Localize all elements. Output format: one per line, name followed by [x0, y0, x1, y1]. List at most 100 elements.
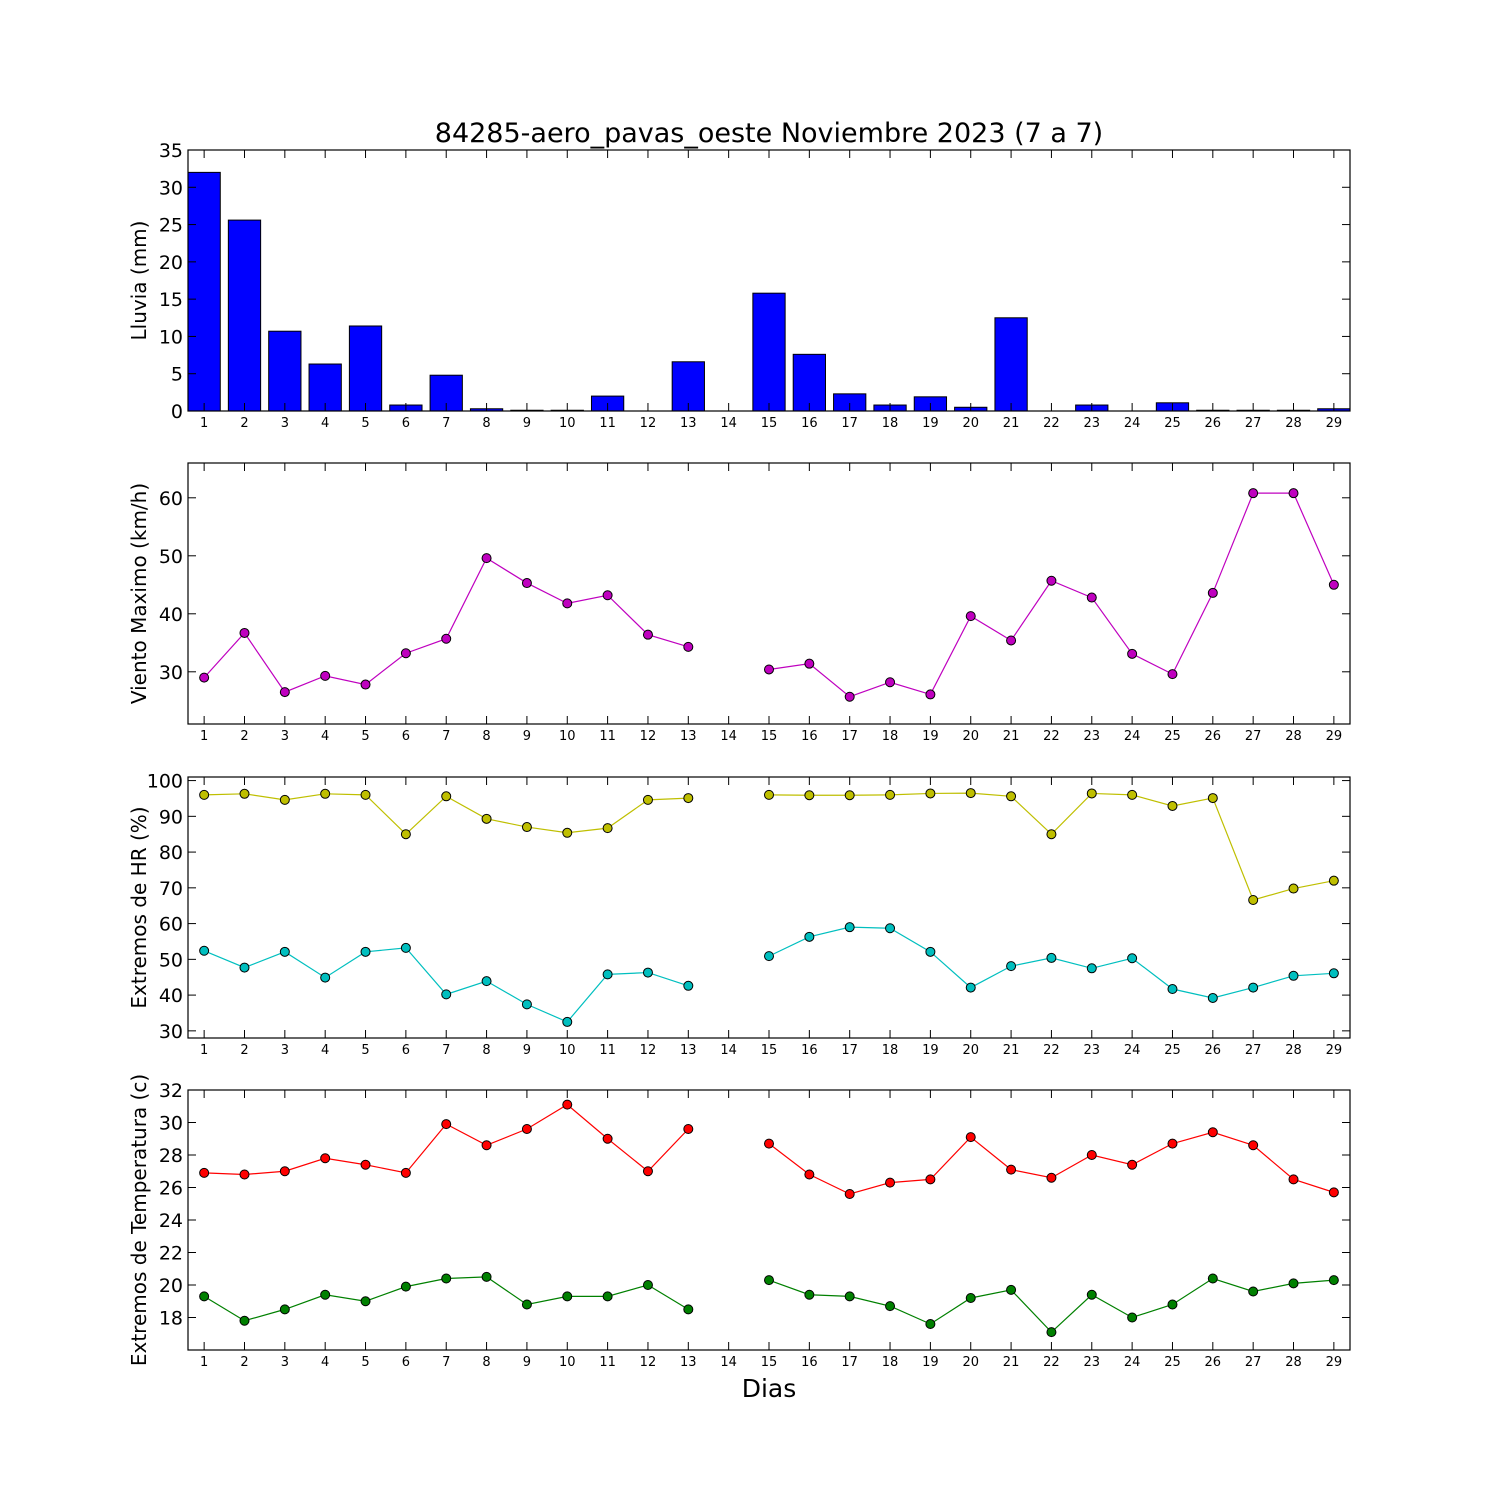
humidity-series-1-point: [481, 813, 492, 824]
temperature-ytick-label: 18: [159, 1308, 183, 1330]
wind-xtick-label: 28: [1285, 729, 1302, 744]
humidity-ytick-label: 40: [159, 985, 183, 1007]
wind-xtick-label: 20: [962, 729, 979, 744]
temperature-xtick-label: 2: [240, 1355, 248, 1370]
temperature-series-2-point: [1086, 1289, 1097, 1300]
humidity-series-1-point: [239, 788, 250, 799]
humidity-xtick-label: 22: [1043, 1043, 1060, 1058]
rain-xtick-label: 13: [680, 416, 697, 431]
humidity-series-1-point: [1086, 788, 1097, 799]
wind-xtick-label: 12: [640, 729, 657, 744]
wind-series-1-point: [602, 590, 613, 601]
temperature-series-2-point: [1006, 1284, 1017, 1295]
humidity-series-2-point: [683, 980, 694, 991]
temperature-series-1-point: [441, 1119, 452, 1130]
temperature-series-1-point: [1006, 1164, 1017, 1175]
temperature-series-2-point: [1248, 1286, 1259, 1297]
rain-xtick-label: 20: [962, 416, 979, 431]
temperature-series-1-point: [764, 1138, 774, 1149]
rain-xtick-label: 27: [1245, 416, 1262, 431]
wind-series-1-point: [1086, 592, 1097, 603]
humidity-ytick-label: 60: [159, 914, 183, 936]
rain-ytick-label: 5: [171, 364, 183, 386]
humidity-series-1-point: [199, 789, 210, 800]
humidity-series-2-point: [1328, 968, 1339, 979]
humidity-series-1-point: [844, 790, 855, 801]
humidity-series-2-point: [804, 931, 815, 942]
temperature-series-1-point: [320, 1153, 331, 1164]
temperature-xtick-label: 15: [761, 1355, 778, 1370]
wind-xtick-label: 7: [442, 729, 450, 744]
temperature-xtick-label: 17: [841, 1355, 858, 1370]
wind-series-1-point: [279, 687, 290, 698]
rain-xtick-label: 25: [1164, 416, 1181, 431]
rain-xtick-label: 1: [200, 416, 208, 431]
humidity-series-2-point: [1167, 984, 1178, 995]
temperature-series-2-point: [965, 1293, 976, 1303]
humidity-series-1-point: [965, 788, 976, 799]
rain-xtick-label: 8: [482, 416, 490, 431]
humidity-xtick-label: 11: [599, 1043, 616, 1058]
temperature-series-1-point: [1086, 1150, 1097, 1160]
rain-ytick-label: 30: [159, 177, 183, 199]
temperature-series-1-point: [199, 1167, 210, 1178]
rain-bar: [792, 353, 826, 412]
humidity-series-1-point: [764, 789, 774, 800]
rain-ytick-label: 0: [171, 401, 183, 423]
temperature-ytick-label: 26: [159, 1178, 183, 1200]
rain-bar: [187, 171, 221, 412]
wind-xtick-label: 9: [523, 729, 531, 744]
wind-xtick-label: 22: [1043, 729, 1060, 744]
wind-series-1-point: [1006, 635, 1017, 646]
rain-xtick-label: 9: [523, 416, 531, 431]
temperature-xtick-label: 27: [1245, 1355, 1262, 1370]
humidity-xtick-label: 16: [801, 1043, 818, 1058]
rain-xtick-label: 3: [281, 416, 289, 431]
temperature-series-2-point: [925, 1319, 936, 1329]
temperature-series-2-point: [562, 1291, 573, 1302]
wind-series-1-point: [642, 629, 653, 640]
temperature-series-2-point: [885, 1301, 896, 1312]
temperature-xtick-label: 1: [200, 1355, 208, 1370]
humidity-series-1-point: [642, 794, 653, 805]
rain-xtick-label: 16: [801, 416, 818, 431]
temperature-series-2-point: [683, 1304, 694, 1315]
humidity-series-2-point: [1248, 982, 1259, 993]
temperature-xtick-label: 22: [1043, 1355, 1060, 1370]
humidity-xtick-label: 10: [559, 1043, 576, 1058]
humidity-xtick-label: 20: [962, 1043, 979, 1058]
humidity-series-1-point: [360, 789, 371, 800]
temperature-series-2-point: [804, 1289, 815, 1300]
rain-bar: [227, 219, 262, 412]
humidity-ytick-label: 80: [159, 842, 183, 864]
humidity-xtick-label: 29: [1326, 1043, 1343, 1058]
humidity-series-2-point: [764, 951, 774, 962]
humidity-series-1-point: [1207, 793, 1218, 804]
humidity-xtick-label: 24: [1124, 1043, 1141, 1058]
temperature-series-1-point: [1207, 1127, 1218, 1138]
humidity-xtick-label: 25: [1164, 1043, 1181, 1058]
rain-xtick-label: 26: [1205, 416, 1222, 431]
rain-xtick-label: 14: [720, 416, 737, 431]
wind-ytick-label: 60: [159, 488, 183, 510]
wind-series-1-point: [965, 611, 976, 622]
temperature-series-2-point: [844, 1291, 855, 1302]
wind-series-1-point: [1167, 669, 1178, 680]
temperature-xtick-label: 7: [442, 1355, 450, 1370]
temperature-series-1-point: [602, 1133, 613, 1144]
temperature-ylabel: Extremos de Temperatura (c): [127, 1074, 151, 1366]
temperature-series-1-point: [965, 1132, 976, 1143]
humidity-series-2-point: [1207, 992, 1218, 1003]
wind-series-1-point: [885, 677, 896, 688]
wind-xtick-label: 26: [1205, 729, 1222, 744]
temperature-series-2-point: [1328, 1275, 1339, 1286]
wind-xtick-label: 21: [1003, 729, 1020, 744]
humidity-xtick-label: 18: [882, 1043, 899, 1058]
temperature-series-2-point: [360, 1296, 371, 1307]
humidity-series-2-point: [521, 999, 532, 1010]
temperature-xtick-label: 5: [361, 1355, 369, 1370]
temperature-series-1-point: [683, 1124, 694, 1134]
